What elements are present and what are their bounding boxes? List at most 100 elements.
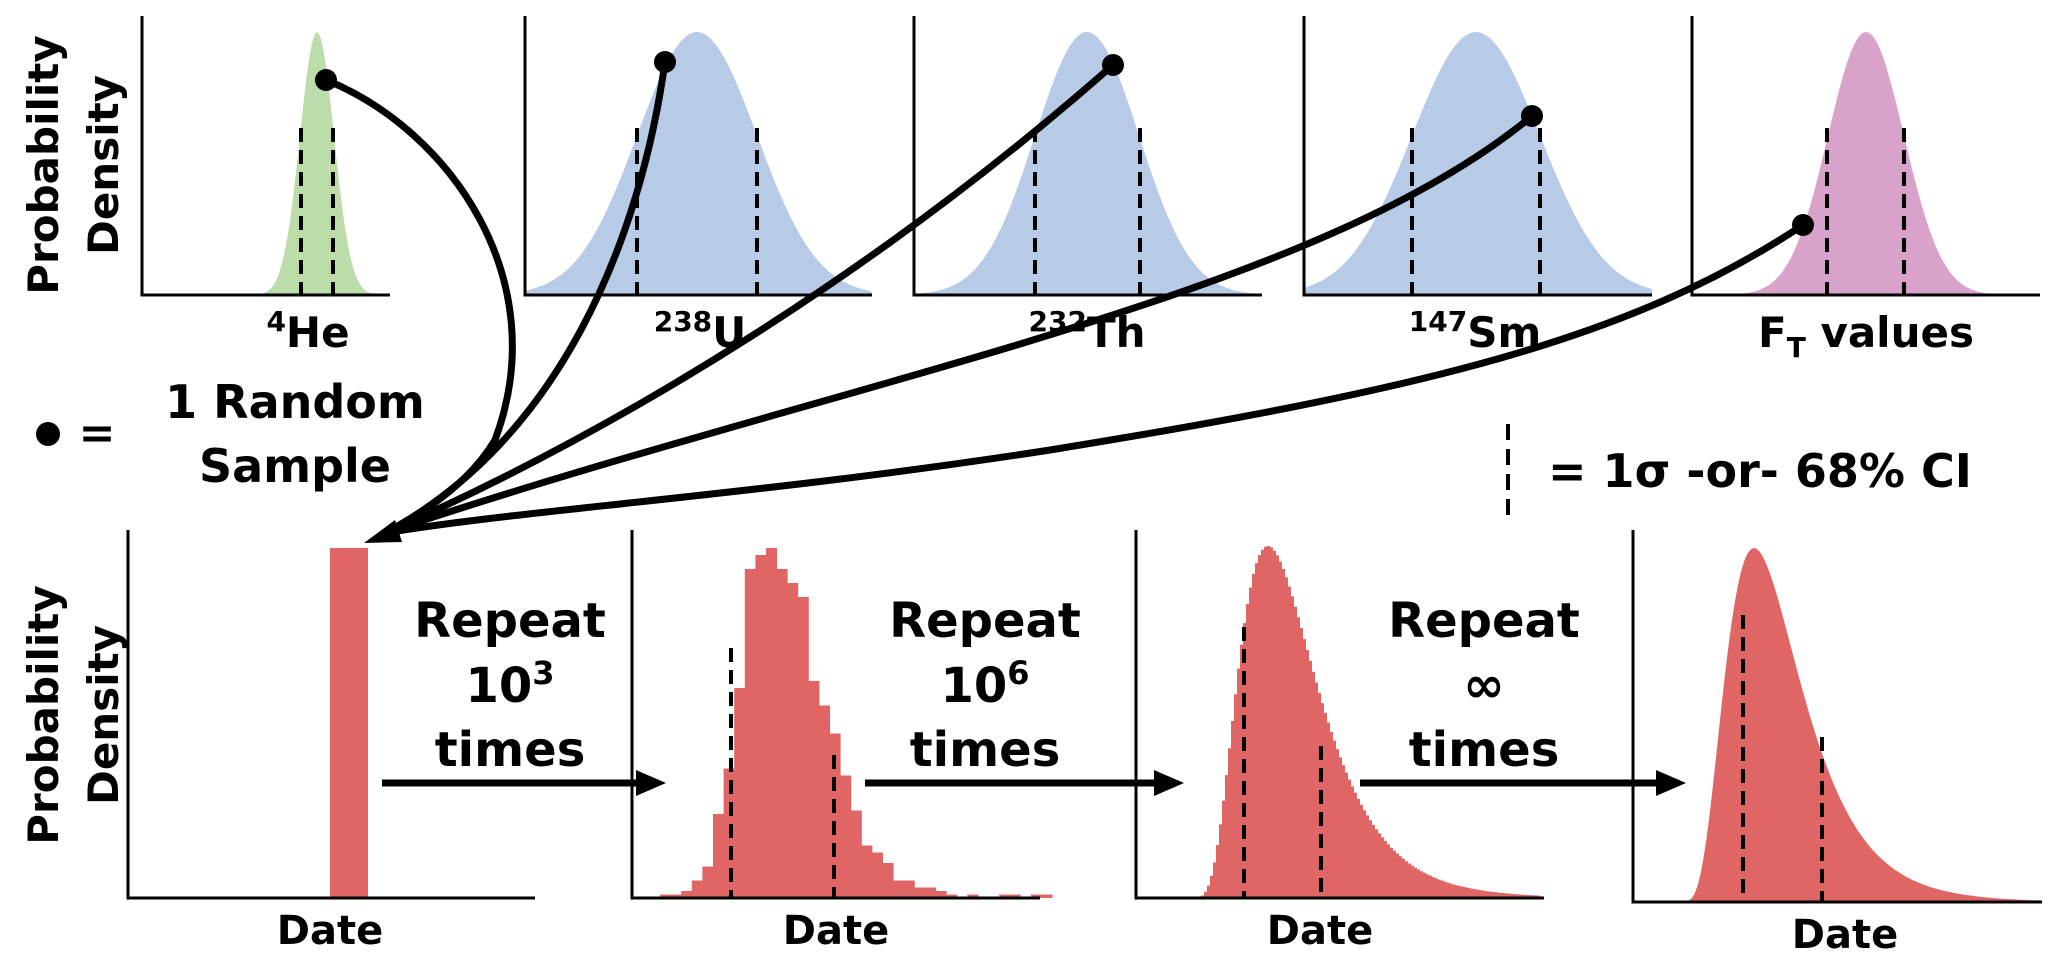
histogram-bar (819, 705, 830, 898)
histogram-bar (670, 894, 682, 898)
sm147-density-curve (1304, 32, 1652, 295)
histogram-bar (840, 775, 852, 898)
repeat-step-1-line3: times (435, 722, 586, 778)
repeat-step-2-arrowhead-icon (1154, 770, 1184, 796)
histogram-bar (744, 569, 756, 898)
sm147-axes (1302, 16, 1652, 297)
bottom-y-label-line1: Probability (19, 585, 68, 844)
sample-point-th232 (1102, 54, 1124, 76)
output-panel-coarse-histogram: Date (630, 530, 1053, 954)
histogram-bar (946, 894, 958, 898)
histogram-bar (1041, 894, 1053, 898)
top-y-label-line1: Probability (19, 35, 68, 294)
histogram-bar (797, 597, 809, 898)
ft-axes (1690, 16, 2040, 297)
u238-density-curve (525, 32, 872, 295)
random-sample-legend: = 1 Random Sample (36, 375, 425, 493)
histogram-bar (925, 887, 936, 898)
sample-dot-icon (36, 422, 60, 446)
input-panel-ft: FT values (1690, 16, 2040, 364)
histogram-bar (1009, 894, 1021, 898)
random-sample-line2: Sample (199, 439, 391, 493)
histogram-bar (787, 583, 799, 898)
top-y-label-line2: Density (79, 75, 128, 255)
random-sample-equals: = (79, 408, 116, 459)
sm147-axis-label: 147Sm (1409, 305, 1541, 357)
sample-point-sm147 (1521, 105, 1543, 127)
repeat-step-2-line3: times (910, 722, 1061, 778)
sample-arrow-u238 (381, 58, 669, 537)
output-panel-fine-histogram: Date (1134, 530, 1544, 954)
fine-histogram-area (1180, 546, 1540, 898)
top-y-axis-label: Probability Density (19, 35, 128, 294)
histogram-bar (999, 894, 1011, 898)
fine-histogram-axes (1134, 530, 1544, 900)
histogram-bar (808, 681, 820, 898)
sample-point-he4 (315, 69, 337, 91)
histogram-bar (935, 891, 947, 898)
histogram-bar (713, 814, 724, 898)
single-sample-xlabel: Date (277, 908, 383, 954)
histogram-bar (1031, 894, 1042, 898)
single-sample-bar (330, 548, 368, 898)
repeat-step-1: Repeat 103 times (382, 593, 666, 796)
sample-arrow-ft (381, 221, 1807, 537)
histogram-bar (967, 894, 979, 898)
repeat-step-2-line1: Repeat (889, 593, 1081, 649)
histogram-bar (766, 548, 777, 898)
repeat-step-2: Repeat 106 times (865, 593, 1184, 796)
sampling-arrows (322, 58, 1807, 537)
smooth-distribution-area (1670, 548, 2040, 902)
sample-arrow-th232 (381, 61, 1117, 537)
ft-axis-label: FT values (1758, 308, 1974, 364)
sample-arrow-sm147 (381, 112, 1536, 537)
histogram-bar (755, 555, 767, 898)
smooth-distribution-axes (1631, 530, 2042, 904)
he4-axis-label: 4He (266, 305, 349, 357)
output-panel-smooth-distribution: Date (1631, 530, 2042, 958)
histogram-bar (893, 880, 905, 898)
repeat-step-3-line1: Repeat (1388, 593, 1580, 649)
single-sample-axes (126, 530, 535, 900)
histogram-bar (903, 880, 915, 898)
histogram-bar (734, 688, 746, 898)
histogram-bar (882, 863, 894, 898)
bottom-y-axis-label: Probability Density (19, 585, 128, 844)
repeat-step-3-count: ∞ (1463, 656, 1505, 714)
th232-density-curve (914, 32, 1262, 295)
histogram-bar (872, 852, 883, 898)
sampling-arrowhead-icon (364, 520, 402, 543)
histogram-bar (776, 569, 788, 898)
output-panel-single-sample: Date (126, 530, 535, 954)
fine-histogram-xlabel: Date (1267, 908, 1373, 954)
coarse-histogram-axes (630, 530, 1040, 900)
ci-legend-text: = 1σ -or- 68% CI (1548, 444, 1972, 498)
repeat-step-1-line1: Repeat (414, 593, 606, 649)
th232-axes (912, 16, 1262, 297)
repeat-step-1-arrowhead-icon (636, 770, 666, 796)
histogram-bar (681, 891, 693, 898)
he4-density-curve (142, 32, 390, 295)
input-panel-sm147: 147Sm (1302, 16, 1652, 357)
u238-axes (523, 16, 872, 297)
smooth-distribution-xlabel: Date (1792, 912, 1898, 958)
input-panel-th232: 232Th (912, 16, 1262, 357)
repeat-step-3-arrowhead-icon (1656, 770, 1686, 796)
sample-point-u238 (654, 51, 676, 73)
ci-legend: = 1σ -or- 68% CI (1506, 424, 1972, 522)
histogram-bar (914, 887, 926, 898)
histogram-bar (702, 866, 714, 898)
input-panel-u238: 238U (523, 16, 872, 357)
histogram-bar (660, 894, 671, 898)
bottom-y-label-line2: Density (79, 625, 128, 805)
repeat-step-3: Repeat ∞ times (1360, 593, 1686, 796)
th232-axis-label: 232Th (1028, 305, 1145, 357)
histogram-bar (850, 810, 862, 898)
repeat-step-3-line3: times (1409, 722, 1560, 778)
histogram-bar (861, 845, 873, 898)
repeat-step-2-count: 106 (940, 654, 1029, 714)
histogram-bar (829, 733, 841, 898)
histogram-bar (691, 880, 703, 898)
random-sample-line1: 1 Random (165, 375, 425, 429)
